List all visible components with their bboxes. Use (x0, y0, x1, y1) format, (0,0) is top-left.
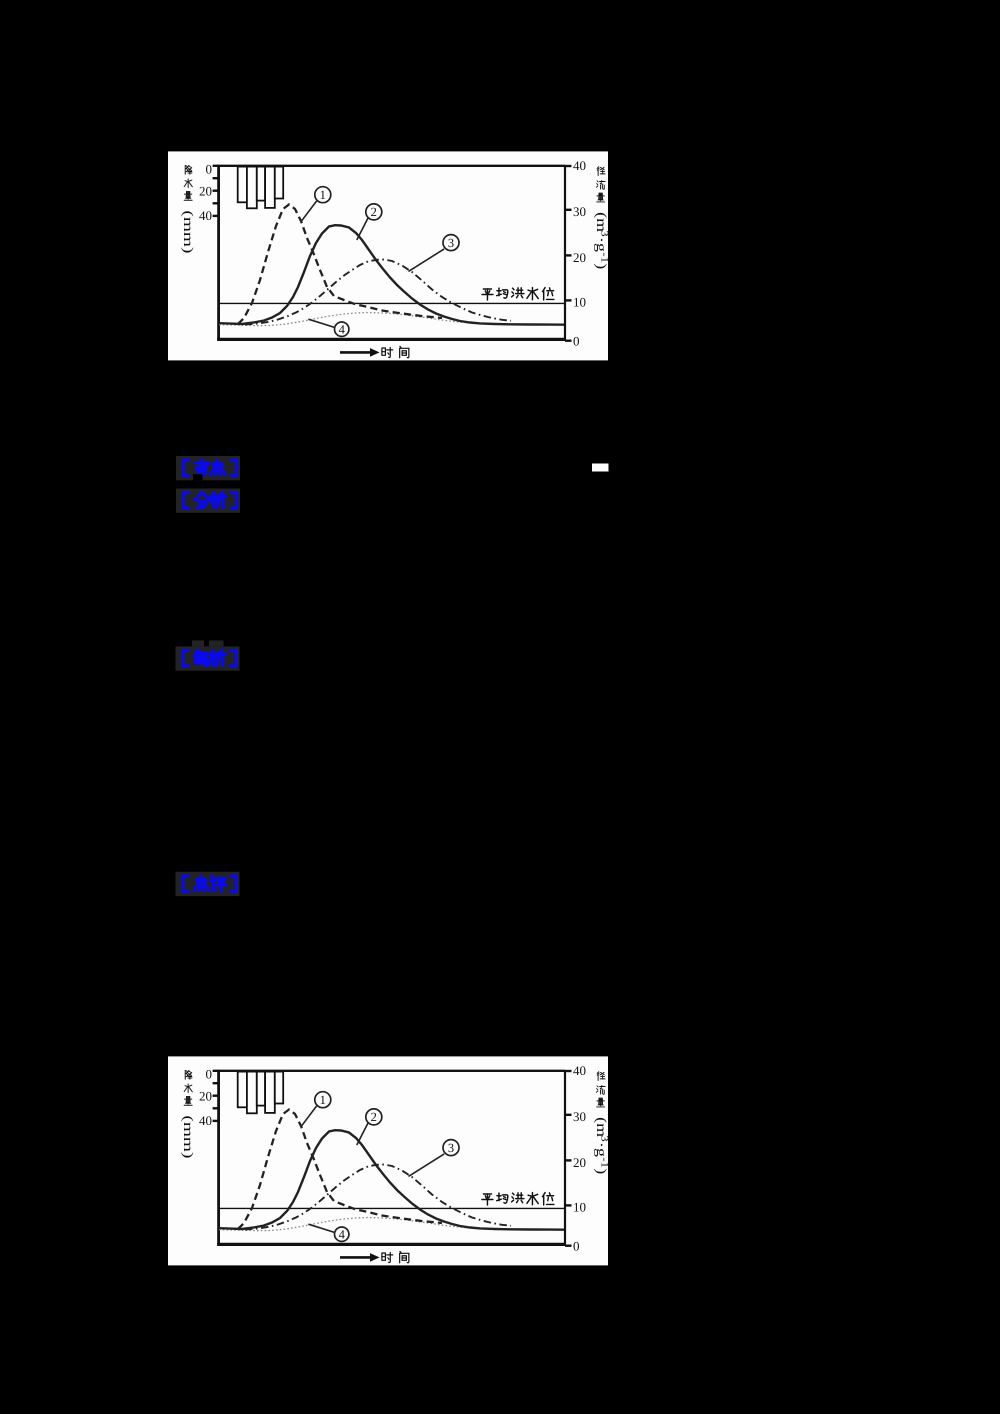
svg-text:1: 1 (320, 1093, 326, 1107)
svg-text:3: 3 (448, 1141, 454, 1155)
svg-text:10: 10 (573, 1199, 586, 1214)
svg-text:0: 0 (573, 333, 580, 348)
svg-text:(m: (m (593, 1117, 608, 1137)
svg-text:-1: -1 (598, 1157, 609, 1168)
svg-text:20: 20 (573, 250, 586, 265)
svg-text:): ) (593, 263, 608, 269)
svg-text:30: 30 (573, 1109, 586, 1124)
svg-text:1: 1 (320, 188, 326, 202)
svg-text:·g: ·g (593, 237, 608, 252)
svg-text:·g: ·g (593, 1142, 608, 1157)
svg-text:0: 0 (206, 1067, 213, 1082)
svg-text:40: 40 (199, 1113, 212, 1128)
svg-text:(mm): (mm) (181, 1115, 196, 1158)
svg-text:30: 30 (573, 204, 586, 219)
svg-text:3: 3 (598, 230, 609, 236)
svg-text:2: 2 (371, 1110, 377, 1124)
svg-text:(mm): (mm) (181, 210, 196, 253)
svg-text:40: 40 (573, 158, 586, 173)
svg-text:4: 4 (339, 1228, 346, 1242)
svg-text:0: 0 (573, 1238, 580, 1253)
svg-text:): ) (593, 1168, 608, 1174)
svg-text:20: 20 (199, 184, 212, 199)
svg-text:20: 20 (573, 1155, 586, 1170)
svg-text:4: 4 (339, 323, 346, 337)
svg-text:-1: -1 (598, 252, 609, 263)
svg-text:40: 40 (573, 1063, 586, 1078)
svg-text:2: 2 (371, 205, 377, 219)
svg-text:3: 3 (598, 1135, 609, 1141)
svg-text:3: 3 (448, 236, 454, 250)
svg-text:20: 20 (199, 1089, 212, 1104)
svg-text:(m: (m (593, 212, 608, 232)
svg-text:0: 0 (206, 162, 213, 177)
svg-text:10: 10 (573, 294, 586, 309)
svg-text:40: 40 (199, 208, 212, 223)
